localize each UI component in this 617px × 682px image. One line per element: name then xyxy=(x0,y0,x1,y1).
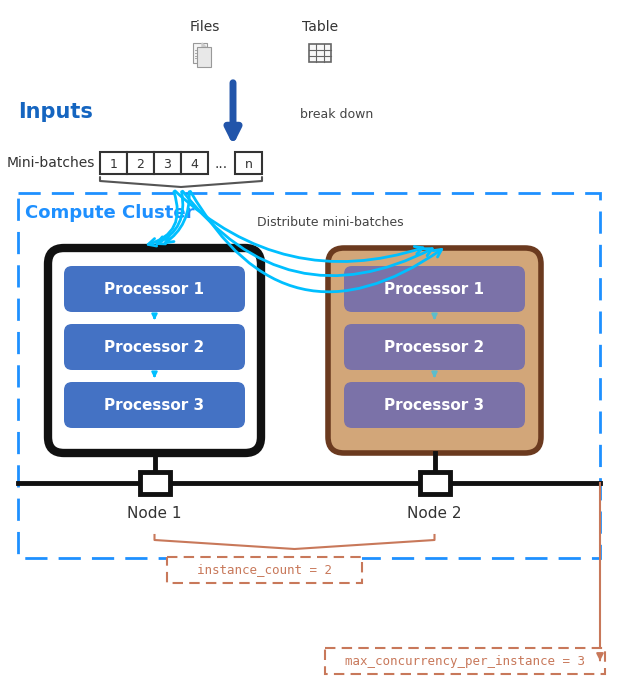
FancyBboxPatch shape xyxy=(344,382,525,428)
Polygon shape xyxy=(202,43,207,48)
Text: Processor 2: Processor 2 xyxy=(384,340,484,355)
Bar xyxy=(193,43,207,63)
Bar xyxy=(420,472,450,494)
Bar xyxy=(325,648,605,674)
Text: Table: Table xyxy=(302,20,338,34)
Bar xyxy=(197,47,211,67)
Text: 3: 3 xyxy=(164,158,172,170)
Text: Node 2: Node 2 xyxy=(407,505,462,520)
Text: Processor 3: Processor 3 xyxy=(104,398,205,413)
Bar xyxy=(18,193,600,558)
Bar xyxy=(167,557,362,583)
Text: instance_count = 2: instance_count = 2 xyxy=(197,563,332,576)
FancyBboxPatch shape xyxy=(344,266,525,312)
Text: Distribute mini-batches: Distribute mini-batches xyxy=(257,216,404,228)
Text: Compute Cluster: Compute Cluster xyxy=(25,204,194,222)
FancyBboxPatch shape xyxy=(64,266,245,312)
Text: Processor 1: Processor 1 xyxy=(104,282,204,297)
Text: ...: ... xyxy=(215,157,228,171)
Text: 2: 2 xyxy=(136,158,144,170)
Bar xyxy=(100,152,127,174)
Text: break down: break down xyxy=(300,108,373,121)
FancyBboxPatch shape xyxy=(64,324,245,370)
Bar xyxy=(235,152,262,174)
Bar xyxy=(181,152,208,174)
FancyBboxPatch shape xyxy=(64,382,245,428)
Text: Processor 3: Processor 3 xyxy=(384,398,484,413)
Bar xyxy=(154,152,181,174)
Text: max_concurrency_per_instance = 3: max_concurrency_per_instance = 3 xyxy=(345,655,585,668)
FancyBboxPatch shape xyxy=(328,248,541,453)
Text: Files: Files xyxy=(190,20,220,34)
Text: 4: 4 xyxy=(191,158,199,170)
Text: Processor 2: Processor 2 xyxy=(104,340,205,355)
FancyBboxPatch shape xyxy=(344,324,525,370)
Bar xyxy=(127,152,154,174)
Text: Inputs: Inputs xyxy=(18,102,93,122)
Text: n: n xyxy=(244,158,252,170)
Bar xyxy=(309,44,331,62)
Text: Node 1: Node 1 xyxy=(127,505,182,520)
Text: Mini-batches: Mini-batches xyxy=(7,156,95,170)
Text: Processor 1: Processor 1 xyxy=(384,282,484,297)
Text: 1: 1 xyxy=(110,158,117,170)
Bar xyxy=(139,472,170,494)
FancyBboxPatch shape xyxy=(48,248,261,453)
